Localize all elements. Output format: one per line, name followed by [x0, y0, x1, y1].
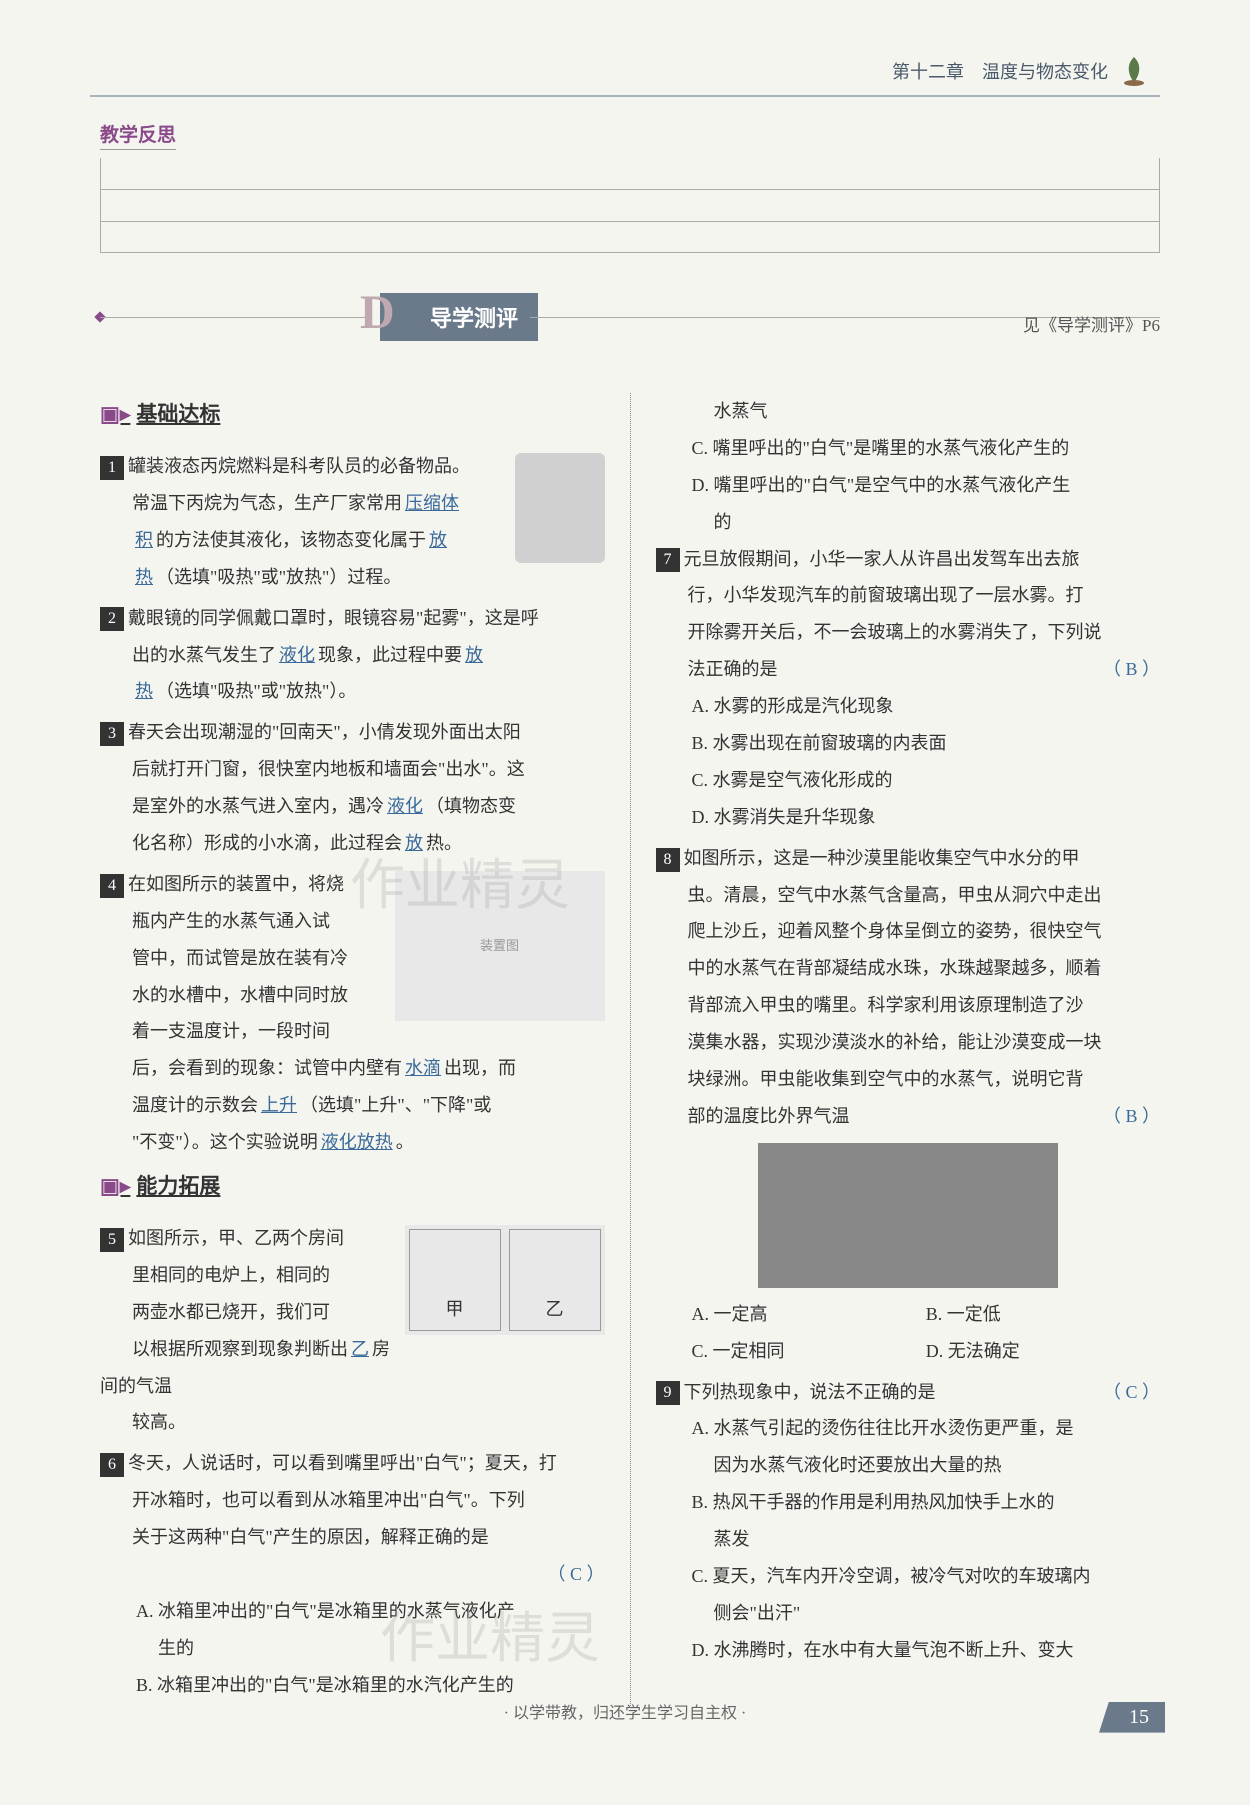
reflection-label: 教学反思 [100, 120, 176, 150]
q-number: 5 [100, 1228, 124, 1252]
right-column: 水蒸气 C. 嘴里呼出的"白气"是嘴里的水蒸气液化产生的 D. 嘴里呼出的"白气… [631, 393, 1161, 1708]
question-4: 装置图 4在如图所示的装置中，将烧 瓶内产生的水蒸气通入试 管中，而试管是放在装… [100, 866, 605, 1161]
eval-ref: 见《导学测评》P6 [1023, 311, 1160, 336]
header-divider [90, 95, 1160, 97]
option-a: A. 冰箱里冲出的"白气"是冰箱里的水蒸气液化产 [100, 1593, 605, 1630]
option-c: C. 嘴里呼出的"白气"是嘴里的水蒸气液化产生的 [656, 430, 1161, 467]
option-a: A. 水蒸气引起的烫伤往往比开水烫伤更严重，是 [656, 1410, 1161, 1447]
q-number: 1 [100, 456, 124, 480]
chapter-title: 第十二章 温度与物态变化 [892, 58, 1108, 84]
answer: （ C ） [1103, 1374, 1160, 1411]
option-d: D. 嘴里呼出的"白气"是空气中的水蒸气液化产生 [656, 467, 1161, 504]
reflection-section: 教学反思 [100, 120, 1160, 253]
q-number: 8 [656, 848, 680, 872]
section-basic: ▣▸基础达标 [100, 393, 605, 436]
question-6: 6冬天，人说话时，可以看到嘴里呼出"白气"；夏天，打 开冰箱时，也可以看到从冰箱… [100, 1445, 605, 1703]
answer: （ B ） [1103, 1098, 1160, 1135]
question-1: 1罐装液态丙烷燃料是科考队员的必备物品。 常温下丙烷为气态，生产厂家常用压缩体 … [100, 448, 605, 596]
beetle-image [758, 1143, 1058, 1288]
propane-image [515, 453, 605, 563]
option-b: B. 一定低 [926, 1296, 1160, 1333]
q-number: 4 [100, 874, 124, 898]
option-d: D. 水沸腾时，在水中有大量气泡不断上升、变大 [656, 1632, 1161, 1669]
option-c: C. 水雾是空气液化形成的 [656, 762, 1161, 799]
banner-line [100, 317, 365, 318]
question-3: 3春天会出现潮湿的"回南天"，小倩发现外面出太阳 后就打开门窗，很快室内地板和墙… [100, 714, 605, 862]
answer: （ B ） [1103, 651, 1160, 688]
eval-banner: D 导学测评 见《导学测评》P6 [100, 293, 1160, 343]
question-2: 2戴眼镜的同学佩戴口罩时，眼镜容易"起雾"，这是呼 出的水蒸气发生了液化现象，此… [100, 600, 605, 711]
question-5: 甲 乙 5如图所示，甲、乙两个房间 里相同的电炉上，相同的 两壶水都已烧开，我们… [100, 1220, 605, 1441]
q-number: 6 [100, 1453, 124, 1477]
option-a: A. 水雾的形成是汽化现象 [656, 688, 1161, 725]
houses-image: 甲 乙 [405, 1225, 605, 1335]
q-number: 3 [100, 722, 124, 746]
left-column: ▣▸基础达标 1罐装液态丙烷燃料是科考队员的必备物品。 常温下丙烷为气态，生产厂… [100, 393, 630, 1708]
chapter-header: 第十二章 温度与物态变化 [892, 55, 1150, 87]
eval-letter: D [360, 285, 395, 340]
option-a: A. 一定高 [692, 1296, 926, 1333]
option-d: D. 无法确定 [926, 1333, 1160, 1370]
page-number: 15 [1099, 1702, 1165, 1733]
q-number: 9 [656, 1381, 680, 1405]
question-7: 7元旦放假期间，小华一家人从许昌出发驾车出去旅 行，小华发现汽车的前窗玻璃出现了… [656, 541, 1161, 836]
option-b: B. 水雾出现在前窗玻璃的内表面 [656, 725, 1161, 762]
footer-text: · 以学带教，归还学生学习自主权 · [0, 1699, 1250, 1723]
answer: （ C ） [547, 1556, 604, 1593]
blank: 压缩体 [402, 493, 462, 513]
option-c: C. 一定相同 [692, 1333, 926, 1370]
content-columns: ▣▸基础达标 1罐装液态丙烷燃料是科考队员的必备物品。 常温下丙烷为气态，生产厂… [100, 393, 1160, 1708]
option-b: B. 热风干手器的作用是利用热风加快手上水的 [656, 1484, 1161, 1521]
q-number: 2 [100, 607, 124, 631]
reflection-box [100, 158, 1160, 253]
section-extend: ▣▸能力拓展 [100, 1165, 605, 1208]
leaf-icon [1118, 55, 1150, 87]
question-8: 8如图所示，这是一种沙漠里能收集空气中水分的甲 虫。清晨，空气中水蒸气含量高，甲… [656, 840, 1161, 1370]
option-d: D. 水雾消失是升华现象 [656, 799, 1161, 836]
q-number: 7 [656, 548, 680, 572]
option-c: C. 夏天，汽车内开冷空调，被冷气对吹的车玻璃内 [656, 1558, 1161, 1595]
apparatus-image: 装置图 [395, 871, 605, 1021]
question-9: 9下列热现象中，说法不正确的是（ C ） A. 水蒸气引起的烫伤往往比开水烫伤更… [656, 1374, 1161, 1669]
eval-title: 导学测评 [380, 293, 538, 341]
